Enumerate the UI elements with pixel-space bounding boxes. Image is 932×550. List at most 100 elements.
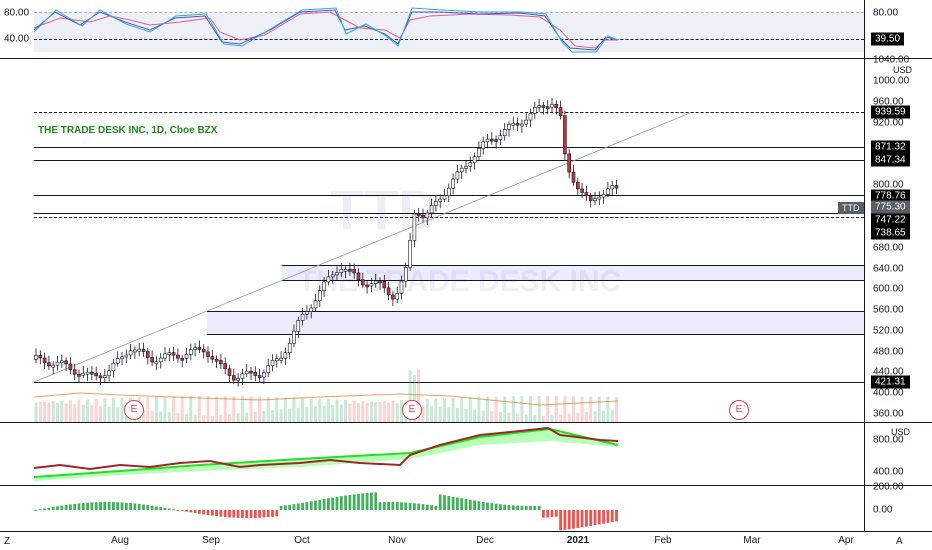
volume-bar	[443, 398, 446, 422]
candle-body	[68, 363, 73, 370]
candle-body	[197, 347, 202, 350]
pane-separator[interactable]	[0, 422, 932, 423]
volume-bar	[369, 401, 373, 422]
price-plot[interactable]: TTD THE TRADE DESK INC THE TRADE DESK IN…	[0, 59, 864, 422]
histogram-bar	[400, 502, 403, 510]
volume-bar	[309, 398, 313, 422]
candle-body	[382, 281, 387, 289]
histogram-bar	[215, 510, 218, 517]
histogram-bar	[120, 502, 124, 510]
candle-body	[296, 320, 301, 332]
pane-separator[interactable]	[0, 485, 932, 486]
obv-plot[interactable]	[0, 423, 864, 485]
candle-body	[98, 375, 103, 379]
volume-bar	[189, 396, 193, 422]
volume-bar	[511, 396, 515, 422]
volume-bar	[451, 397, 455, 422]
histogram-bar	[163, 507, 167, 510]
volume-bar	[434, 398, 438, 422]
x-label-dec: Dec	[476, 535, 494, 546]
candle-body	[184, 354, 189, 359]
histogram-bar	[193, 510, 197, 514]
volume-bar	[249, 396, 253, 422]
volume-bar	[240, 396, 244, 422]
earnings-marker-nov[interactable]: E	[402, 400, 422, 420]
volume-bar	[395, 403, 399, 422]
histogram-bar	[554, 510, 558, 517]
volume-bar	[253, 411, 257, 422]
pane-separator[interactable]	[0, 531, 932, 532]
histogram-bar	[550, 510, 554, 518]
candle-body	[593, 198, 597, 201]
volume-bar	[529, 396, 532, 422]
volume-bar	[279, 409, 283, 422]
histogram-bar	[602, 510, 605, 524]
histogram-bar	[413, 503, 416, 510]
volume-bar	[56, 402, 59, 422]
candle-body	[601, 194, 606, 198]
histogram-bar	[610, 510, 614, 523]
pane-separator[interactable]	[0, 58, 932, 59]
zoom-toggle-button[interactable]: Z	[4, 536, 11, 547]
volume-bar	[103, 398, 107, 422]
histogram-bar	[99, 502, 102, 510]
volume-bar	[60, 400, 64, 422]
histogram-bar	[296, 503, 300, 510]
histogram-bar	[339, 496, 343, 510]
candle-body	[262, 372, 266, 378]
volume-bar	[447, 407, 451, 422]
level-label: 939.59	[871, 105, 910, 119]
auto-scale-button[interactable]: A	[896, 536, 903, 547]
volume-bar	[172, 396, 176, 422]
level-label: 847.34	[871, 153, 910, 167]
candle-body	[38, 355, 43, 359]
candle-body	[571, 171, 576, 183]
histogram-bar	[559, 510, 562, 531]
candle-body	[257, 375, 262, 378]
oscillator-plot[interactable]	[0, 486, 864, 531]
volume-bar	[421, 405, 425, 422]
volume-bar	[382, 401, 386, 422]
candle-body	[502, 129, 507, 137]
histogram-bar	[292, 504, 296, 510]
candle-body	[115, 358, 120, 364]
histogram-bar	[563, 510, 567, 530]
candle-body	[451, 178, 455, 189]
candle-body	[51, 364, 56, 368]
volume-bar	[94, 398, 98, 422]
histogram-bar	[357, 493, 360, 510]
earnings-marker-aug[interactable]: E	[124, 400, 144, 420]
candle-body	[468, 162, 473, 167]
volume-bar	[348, 403, 352, 422]
price-axis[interactable]: USD 1040.00 1000.00 960.00 920.00 800.00…	[864, 55, 932, 422]
histogram-bar	[425, 504, 429, 510]
histogram-bar	[438, 494, 442, 510]
candle-body	[421, 215, 425, 219]
obv-axis[interactable]: USD 800.00 400.00	[864, 423, 932, 485]
volume-bar	[537, 396, 541, 422]
histogram-bar	[335, 496, 339, 510]
candles	[33, 98, 691, 422]
histogram-bar	[180, 510, 184, 511]
osc-tick-0: 0.00	[873, 504, 893, 516]
oscillator-axis[interactable]: 200.00 0.00	[864, 482, 932, 531]
level-label: 747.22	[871, 213, 910, 227]
time-axis[interactable]	[0, 532, 864, 550]
candle-body	[317, 290, 322, 302]
volume-bar	[245, 412, 249, 422]
histogram-bar	[133, 503, 137, 510]
candle-body	[567, 153, 572, 173]
symbol-title[interactable]: THE TRADE DESK INC, 1D, Cboe BZX	[38, 125, 218, 136]
candle-body	[339, 269, 344, 273]
histogram-bar	[567, 510, 571, 530]
volume-bar	[73, 404, 77, 422]
candle-body	[528, 113, 533, 121]
price-tick: 640.00	[873, 263, 904, 275]
histogram-bar	[456, 497, 459, 510]
earnings-marker-feb[interactable]: E	[729, 400, 749, 420]
volume-bar	[77, 399, 81, 422]
level-label: 738.65	[871, 226, 910, 240]
rsi-axis[interactable]: 80.00 39.50	[864, 0, 932, 58]
rsi-level-label: 39.50	[871, 32, 905, 46]
histogram-bar	[520, 505, 524, 510]
